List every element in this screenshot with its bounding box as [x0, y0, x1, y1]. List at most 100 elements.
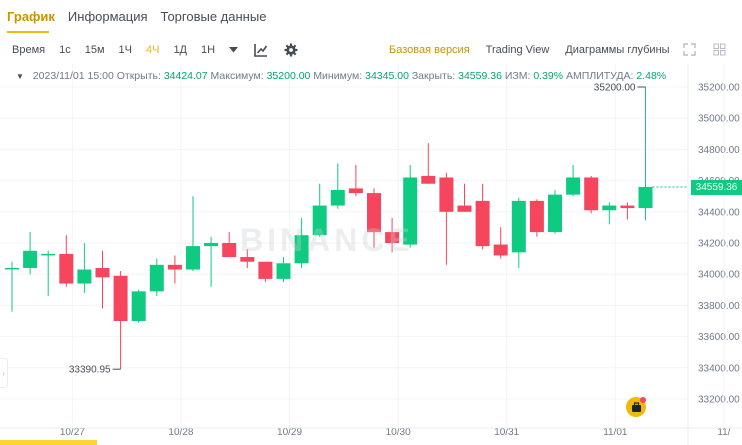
interval-dropdown-icon[interactable] — [229, 47, 239, 53]
candle-body-down — [620, 205, 635, 209]
candle-body-up — [312, 205, 327, 236]
interval-15m[interactable]: 15м — [84, 44, 105, 56]
y-tick-label: 33800.00 — [698, 301, 740, 312]
candle-body-up — [186, 246, 200, 270]
info-low-label: Минимум: — [313, 70, 363, 82]
low-annotation: 33390.95 — [69, 365, 111, 376]
left-panel-handle[interactable]: › — [0, 358, 8, 388]
settings-gear-icon[interactable] — [284, 43, 298, 57]
y-tick-label: 33600.00 — [698, 332, 740, 343]
info-amplitude-value: 2.48% — [636, 70, 667, 82]
candle-body-up — [276, 263, 291, 279]
candle-body-down — [584, 177, 599, 211]
candle-body-down — [95, 267, 110, 278]
high-annotation: 35200.00 — [594, 83, 636, 94]
view-tradingview[interactable]: Trading View — [485, 44, 550, 56]
candle-body-up — [403, 177, 418, 245]
candle-body-down — [167, 264, 182, 270]
candle-body-up — [566, 177, 581, 195]
info-low-value: 34345.00 — [365, 70, 409, 82]
candle-body-down — [421, 175, 436, 184]
candle-body-down — [457, 205, 472, 212]
x-tick-label: 10/27 — [60, 427, 85, 438]
interval-1d[interactable]: 1Д — [173, 44, 188, 56]
chart-tabs: График Информация Торговые данные — [0, 0, 742, 33]
candle-body-up — [294, 235, 309, 264]
info-close-label: Закрыть: — [411, 70, 456, 82]
x-tick-label: 10/31 — [494, 427, 519, 438]
notification-dot — [640, 397, 646, 403]
candle-body-down — [59, 253, 74, 284]
x-tick-label: 10/28 — [168, 427, 193, 438]
active-tab-indicator — [7, 31, 49, 33]
y-tick-label: 33200.00 — [698, 395, 740, 406]
candle-body-down — [113, 275, 128, 321]
current-price-tag: 34559.36 — [691, 180, 742, 195]
x-tick-label: 11/01 — [603, 427, 628, 438]
info-close-value: 34559.36 — [458, 70, 502, 82]
candle-body-down — [348, 188, 363, 194]
interval-1s[interactable]: 1с — [59, 44, 71, 56]
collapse-caret-icon[interactable]: ▼ — [16, 72, 24, 81]
y-tick-label: 34000.00 — [698, 270, 740, 281]
candle-body-down — [222, 243, 237, 258]
candlestick-chart[interactable]: 35200.0035000.0034800.0034600.0034400.00… — [0, 64, 742, 445]
candle-body-down — [385, 232, 400, 243]
interval-1w[interactable]: 1Н — [201, 44, 216, 56]
info-high-label: Максимум: — [210, 70, 264, 82]
ohlc-info-line: ▼ 2023/11/01 15:00 Открыть: 34424.07 Мак… — [16, 70, 666, 82]
info-high-value: 35200.00 — [266, 70, 311, 82]
candle-body-up — [5, 267, 19, 270]
info-change-value: 0.39% — [533, 70, 564, 82]
tab-trading-data[interactable]: Торговые данные — [160, 9, 267, 24]
chevron-right-icon: › — [2, 368, 5, 378]
info-datetime: 2023/11/01 15:00 — [32, 70, 114, 82]
candle-body-up — [511, 200, 526, 253]
candle-body-down — [258, 261, 273, 279]
candle-body-down — [439, 177, 454, 212]
candle-body-down — [475, 200, 490, 247]
view-basic[interactable]: Базовая версия — [389, 44, 470, 56]
info-change-label: ИЗМ: — [504, 70, 531, 82]
candle-body-up — [131, 291, 146, 321]
y-tick-label: 35000.00 — [698, 114, 740, 125]
x-tick-label: 10/30 — [386, 427, 411, 438]
candle-body-up — [638, 186, 653, 209]
candle-body-down — [493, 244, 508, 256]
briefcase-icon — [631, 401, 641, 412]
candle-body-up — [330, 189, 345, 206]
view-depth[interactable]: Диаграммы глубины — [565, 44, 670, 56]
info-open-value: 34424.07 — [163, 70, 208, 82]
interval-1h[interactable]: 1Ч — [118, 44, 132, 56]
candle-body-down — [367, 193, 381, 233]
x-tick-label: 10/29 — [277, 427, 302, 438]
candle-body-up — [41, 253, 56, 256]
candle-body-up — [548, 194, 562, 233]
y-tick-label: 34400.00 — [698, 207, 740, 218]
tab-chart[interactable]: График — [7, 9, 55, 24]
interval-time[interactable]: Время — [12, 44, 46, 56]
y-tick-label: 33400.00 — [698, 363, 740, 374]
chart-toolbar: Время 1с 15м 1Ч 4Ч 1Д 1Н — [0, 38, 742, 62]
bottom-scroll-indicator — [0, 440, 97, 445]
candle-body-up — [149, 264, 164, 292]
indicators-icon[interactable] — [254, 43, 268, 57]
binance-watermark: BINANCE — [240, 222, 414, 258]
candle-body-down — [529, 200, 544, 233]
y-tick-label: 35200.00 — [698, 83, 740, 94]
candle-body-up — [23, 250, 38, 268]
candle-body-down — [240, 257, 255, 262]
view-switcher: Базовая версия Trading View Диаграммы гл… — [389, 38, 686, 62]
layout-grid-icon[interactable] — [713, 43, 726, 56]
info-amplitude-label: АМПЛИТУДА: — [566, 70, 634, 82]
fullscreen-icon[interactable] — [683, 43, 696, 56]
y-tick-label: 34800.00 — [698, 145, 740, 156]
candle-body-up — [77, 269, 92, 284]
info-open-label: Открыть: — [116, 70, 161, 82]
tab-info[interactable]: Информация — [67, 9, 148, 24]
interval-4h[interactable]: 4Ч — [145, 44, 160, 56]
candle-body-up — [204, 243, 219, 247]
candle-body-up — [602, 205, 617, 211]
y-tick-label: 34200.00 — [698, 239, 740, 250]
x-tick-label: 11/ — [717, 427, 730, 438]
